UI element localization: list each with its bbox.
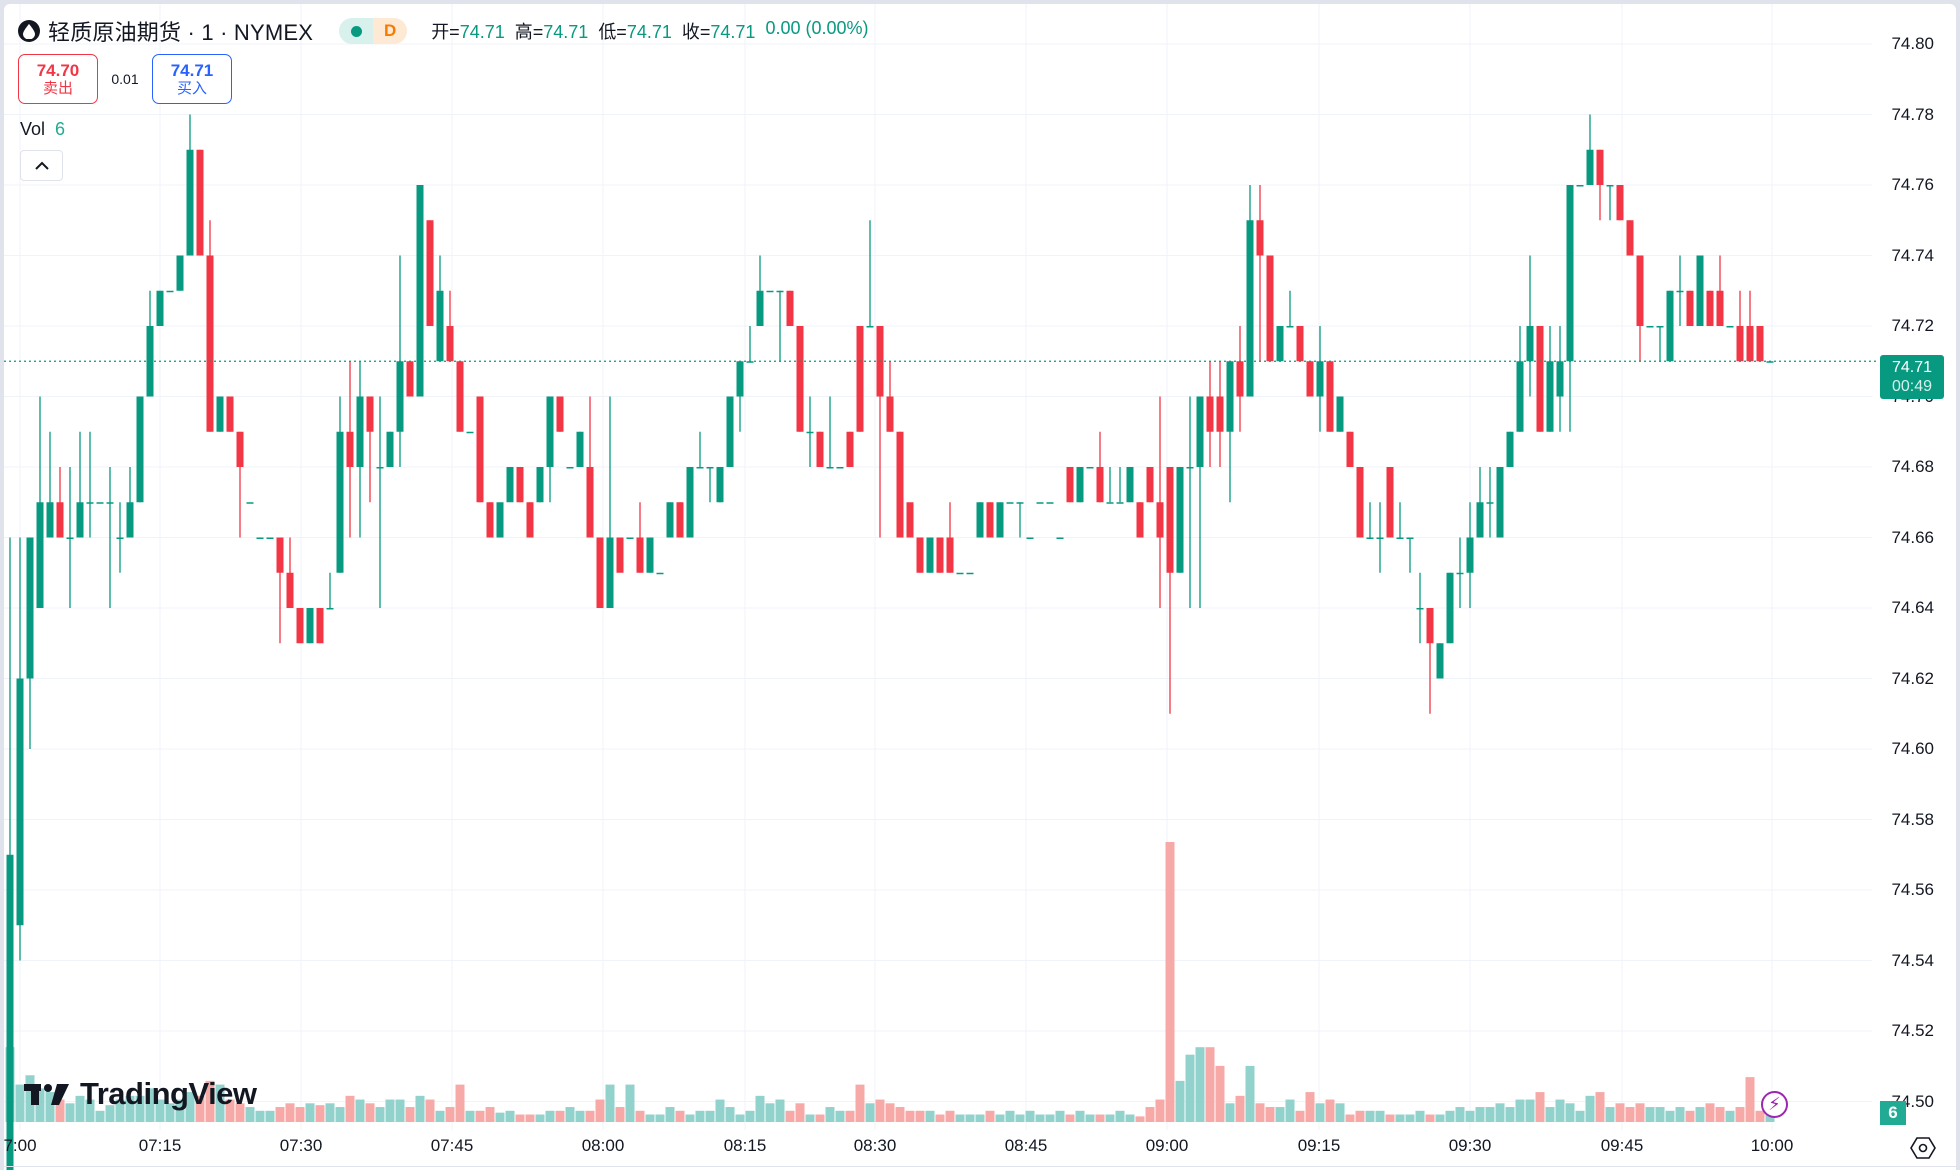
time-axis-label: 09:00: [1145, 1136, 1189, 1155]
sell-label: 卖出: [42, 79, 73, 97]
chevron-up-icon: [34, 161, 49, 170]
sell-button[interactable]: 74.70 卖出: [18, 54, 98, 104]
volume-axis-tag: 6: [1880, 1101, 1906, 1125]
tradingview-logo-icon: [24, 1084, 69, 1105]
symbol-title[interactable]: 轻质原油期货 · 1 · NYMEX: [48, 20, 314, 45]
lightning-icon[interactable]: ⚡: [1761, 1091, 1788, 1118]
time-axis-label: 09:30: [1448, 1136, 1492, 1155]
ohlc-open: 开=74.71: [431, 22, 505, 42]
delayed-badge: D: [373, 18, 408, 44]
price-axis-label: 74.80: [1891, 34, 1934, 53]
time-axis-label: 7:00: [4, 1136, 37, 1155]
time-axis-border: [4, 1166, 1956, 1167]
volume-value: 6: [55, 119, 66, 139]
volume-legend[interactable]: Vol 6: [20, 119, 65, 140]
tradingview-logo[interactable]: TradingView: [24, 1076, 257, 1112]
market-open-dot-icon: [339, 18, 374, 44]
price-axis-label: 74.68: [1891, 457, 1934, 476]
time-axis-label: 10:00: [1750, 1136, 1794, 1155]
price-axis-label: 74.58: [1891, 809, 1934, 829]
time-axis-label: 07:15: [138, 1136, 182, 1155]
ohlc-values: 开=74.71 高=74.71 低=74.71 收=74.71 0.00 (0.…: [431, 18, 868, 44]
time-axis-label: 08:00: [581, 1136, 625, 1155]
price-axis-label: 74.64: [1891, 598, 1934, 617]
ohlc-change: 0.00 (0.00%): [765, 18, 869, 38]
buy-price: 74.71: [170, 60, 214, 80]
last-price-label: 74.71 00:49: [1880, 355, 1944, 399]
price-axis-label: 74.76: [1891, 175, 1934, 194]
price-axis-label: 74.56: [1891, 880, 1934, 899]
ohlc-high: 高=74.71: [514, 22, 589, 42]
time-axis-label: 09:45: [1600, 1136, 1644, 1155]
price-axis-label: 74.62: [1891, 668, 1934, 688]
price-axis-label: 74.72: [1891, 316, 1934, 335]
ohlc-low: 低=74.71: [598, 22, 672, 42]
tradingview-logo-text: TradingView: [80, 1076, 257, 1111]
ohlc-close: 收=74.71: [681, 22, 756, 42]
price-axis-label: 74.74: [1891, 245, 1934, 265]
symbol-legend: 轻质原油期货 · 1 · NYMEX D 开=74.71 高=74.71 低=7…: [18, 16, 869, 46]
chart-frame: 轻质原油期货 · 1 · NYMEX D 开=74.71 高=74.71 低=7…: [4, 4, 1956, 1170]
price-axis-label: 74.54: [1891, 950, 1934, 970]
buy-label: 买入: [176, 79, 207, 97]
time-axis-label: 09:15: [1297, 1136, 1341, 1155]
sell-price: 74.70: [36, 60, 80, 80]
spread-value: 0.01: [111, 71, 139, 87]
price-axis-label: 74.60: [1891, 739, 1934, 758]
buy-button[interactable]: 74.71 买入: [152, 54, 232, 104]
settings-icon[interactable]: [1910, 1135, 1936, 1161]
bar-countdown: 00:49: [1891, 378, 1933, 395]
price-axis-label: 74.52: [1891, 1021, 1934, 1040]
volume-label: Vol: [20, 119, 46, 139]
collapse-legend-button[interactable]: [20, 150, 63, 181]
time-axis-label: 08:45: [1004, 1136, 1048, 1155]
time-axis-label: 08:15: [723, 1136, 767, 1155]
last-price-value: 74.71: [1891, 359, 1933, 376]
price-axis-label: 74.78: [1891, 104, 1934, 124]
oil-drop-icon: [18, 20, 40, 42]
chart-canvas[interactable]: [4, 4, 1956, 1170]
quote-panel: 74.70 卖出 0.01 74.71 买入: [18, 54, 232, 104]
price-axis-label: 74.66: [1891, 527, 1934, 547]
time-axis-label: 08:30: [853, 1136, 897, 1155]
time-axis-label: 07:45: [430, 1136, 474, 1155]
market-status-badge[interactable]: D: [339, 18, 408, 44]
time-axis-label: 07:30: [279, 1136, 323, 1155]
